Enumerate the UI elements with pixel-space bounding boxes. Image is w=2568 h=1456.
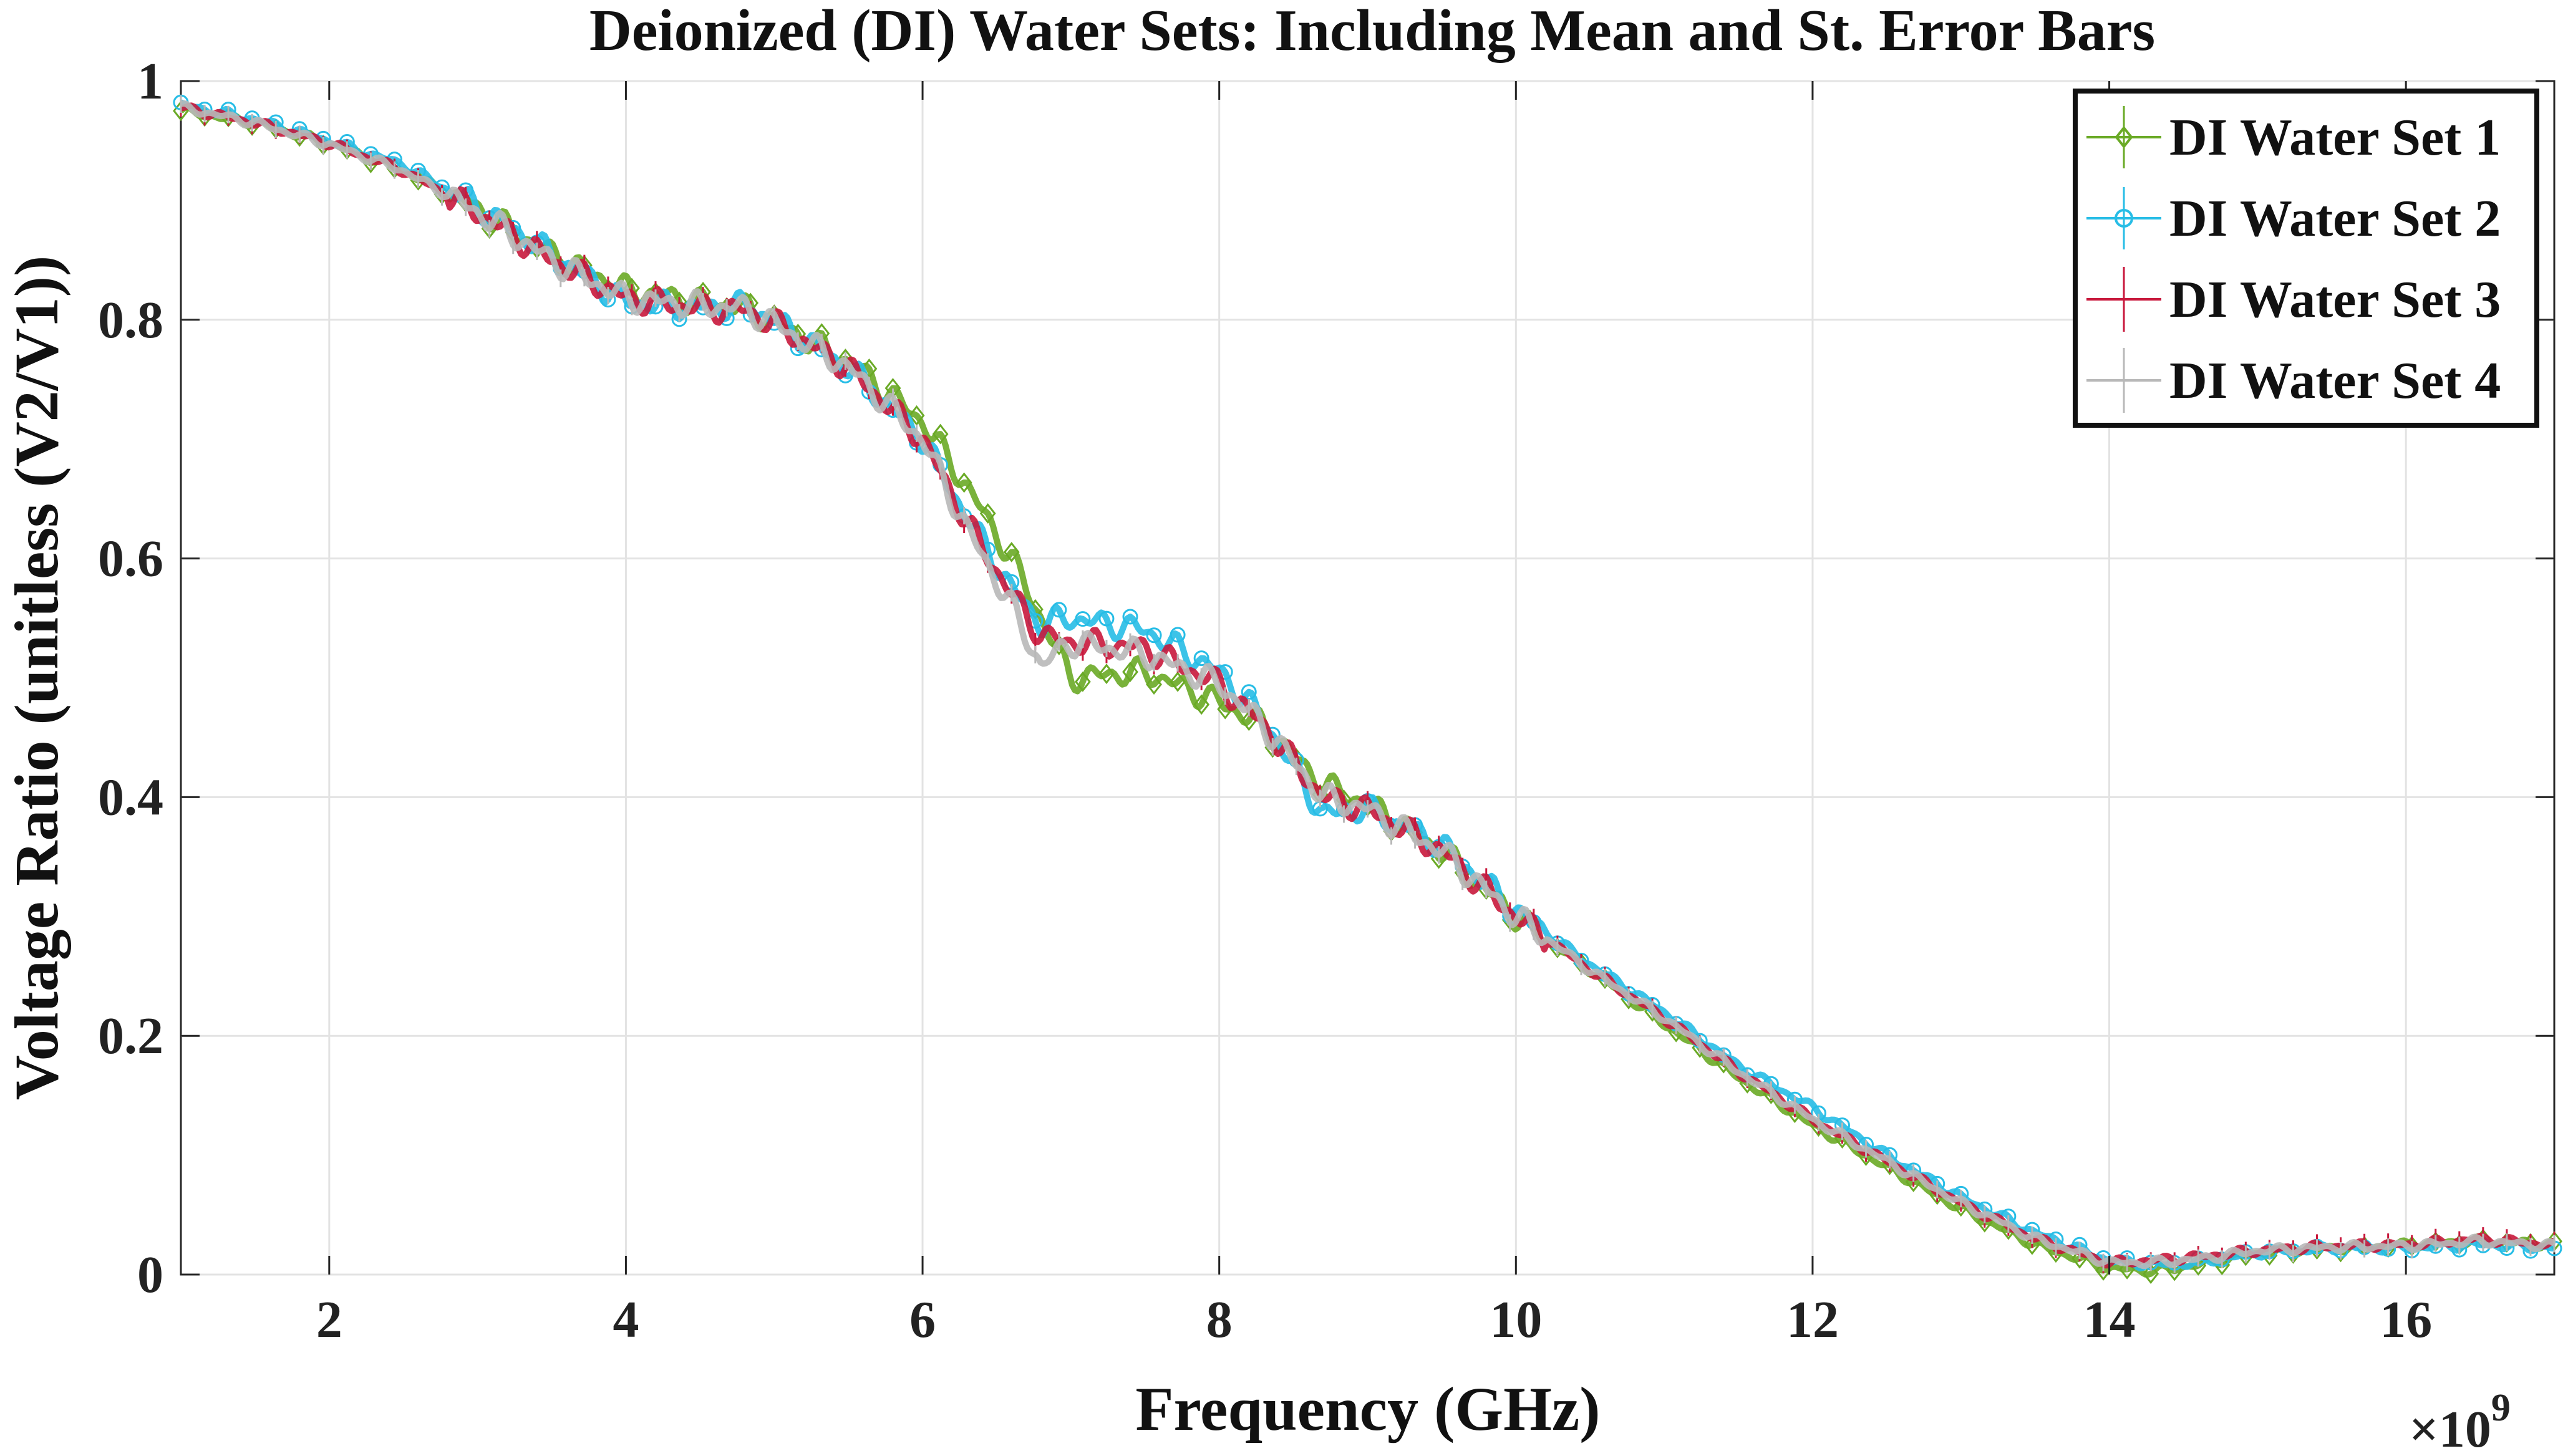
legend-diamond-marker [2115, 125, 2133, 149]
legend-label-set-4: DI Water Set 4 [2169, 352, 2501, 410]
legend-box [2073, 89, 2539, 428]
data-point-marker [1075, 611, 1091, 627]
x-tick-label: 12 [1786, 1291, 1839, 1349]
legend-label-set-3: DI Water Set 3 [2169, 271, 2501, 329]
data-point-marker [1170, 627, 1186, 643]
data-point-marker [1051, 602, 1067, 618]
series-4 [180, 95, 2556, 1273]
data-point-marker [2143, 1263, 2159, 1285]
data-point-marker [979, 503, 996, 524]
x-tick-label: 2 [316, 1291, 342, 1349]
x-tick-label: 14 [2083, 1291, 2136, 1349]
chart-title: Deionized (DI) Water Sets: Including Mea… [589, 0, 2155, 63]
data-point-marker [1122, 662, 1138, 683]
x-tick-label: 10 [1490, 1291, 1542, 1349]
x-exponent-base: ×10 [2409, 1401, 2491, 1456]
data-point-marker [1146, 627, 1162, 644]
y-axis-label: Voltage Ratio (unitless (V2/V1)) [2, 256, 71, 1101]
data-point-marker [956, 472, 972, 493]
legend-item-set-2: DI Water Set 2 [2086, 187, 2501, 249]
x-tick-label: 4 [613, 1291, 639, 1349]
data-point-marker [1122, 609, 1138, 625]
series-group [173, 94, 2562, 1285]
x-tick-label: 16 [2380, 1291, 2432, 1349]
data-point-marker [1098, 663, 1115, 685]
x-tick-label: 6 [909, 1291, 936, 1349]
data-point-marker [1074, 671, 1091, 692]
legend-item-set-4: DI Water Set 4 [2086, 348, 2501, 413]
data-point-marker [1193, 694, 1210, 715]
data-point-marker [1193, 650, 1209, 667]
data-point-marker [1170, 671, 1186, 692]
x-tick-label: 8 [1206, 1291, 1233, 1349]
x-axis-exponent: ×109 [2409, 1387, 2511, 1456]
legend-circle-marker [2115, 209, 2133, 228]
y-tick-label: 0 [137, 1246, 163, 1304]
x-axis-label: Frequency (GHz) [1135, 1374, 1600, 1444]
legend-label-set-1: DI Water Set 1 [2169, 108, 2501, 166]
y-tick-label: 0.8 [98, 291, 163, 349]
data-point-marker [1098, 610, 1115, 627]
legend: DI Water Set 1 DI Water Set 2 DI Water S… [2073, 89, 2539, 428]
axis-ticks: 2 4 6 8 10 12 14 16 0 0.2 0.4 0.6 0.8 1 [98, 52, 2554, 1349]
data-point-marker [1146, 674, 1162, 695]
data-point-marker [908, 405, 925, 426]
data-point-marker [1241, 684, 1257, 700]
legend-label-set-2: DI Water Set 2 [2169, 190, 2501, 248]
y-tick-label: 0.4 [98, 768, 163, 826]
y-tick-label: 0.6 [98, 530, 163, 588]
data-point-marker [1003, 541, 1020, 562]
y-tick-label: 0.2 [98, 1007, 163, 1065]
y-tick-label: 1 [137, 52, 163, 110]
legend-item-set-3: DI Water Set 3 [2086, 267, 2501, 332]
legend-item-set-1: DI Water Set 1 [2086, 106, 2501, 168]
data-point-marker [932, 423, 949, 445]
x-exponent-power: 9 [2491, 1387, 2511, 1429]
